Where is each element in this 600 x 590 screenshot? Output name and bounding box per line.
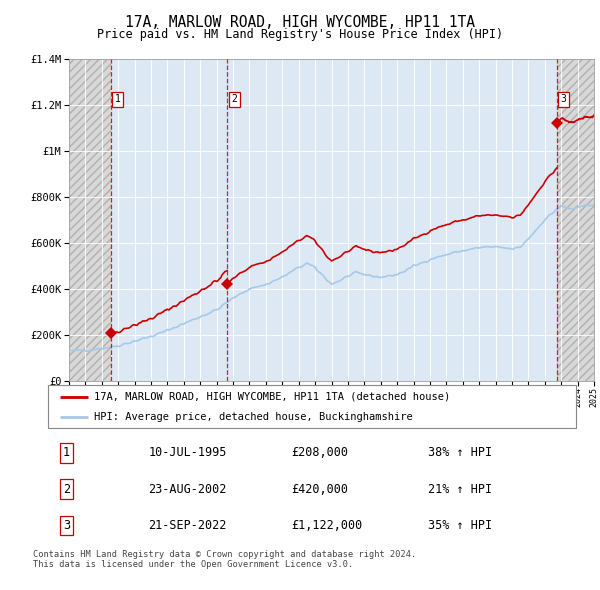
Text: £420,000: £420,000 (291, 483, 348, 496)
Bar (69, 59, 110, 381)
Text: 2: 2 (63, 483, 70, 496)
Text: 23-AUG-2002: 23-AUG-2002 (148, 483, 227, 496)
Bar (557, 59, 594, 381)
Text: 10-JUL-1995: 10-JUL-1995 (148, 447, 227, 460)
Text: 1: 1 (63, 447, 70, 460)
Text: 1: 1 (115, 94, 121, 104)
Text: 17A, MARLOW ROAD, HIGH WYCOMBE, HP11 1TA (detached house): 17A, MARLOW ROAD, HIGH WYCOMBE, HP11 1TA… (94, 392, 451, 402)
Text: 21-SEP-2022: 21-SEP-2022 (148, 519, 227, 532)
Text: 21% ↑ HPI: 21% ↑ HPI (428, 483, 492, 496)
Text: £208,000: £208,000 (291, 447, 348, 460)
Text: 38% ↑ HPI: 38% ↑ HPI (428, 447, 492, 460)
Text: HPI: Average price, detached house, Buckinghamshire: HPI: Average price, detached house, Buck… (94, 412, 413, 422)
Text: 3: 3 (63, 519, 70, 532)
Text: 17A, MARLOW ROAD, HIGH WYCOMBE, HP11 1TA: 17A, MARLOW ROAD, HIGH WYCOMBE, HP11 1TA (125, 15, 475, 30)
Text: £1,122,000: £1,122,000 (291, 519, 362, 532)
Text: 35% ↑ HPI: 35% ↑ HPI (428, 519, 492, 532)
Text: 2: 2 (231, 94, 237, 104)
Text: 3: 3 (560, 94, 566, 104)
FancyBboxPatch shape (48, 385, 576, 428)
Text: Contains HM Land Registry data © Crown copyright and database right 2024.
This d: Contains HM Land Registry data © Crown c… (33, 550, 416, 569)
Text: Price paid vs. HM Land Registry's House Price Index (HPI): Price paid vs. HM Land Registry's House … (97, 28, 503, 41)
